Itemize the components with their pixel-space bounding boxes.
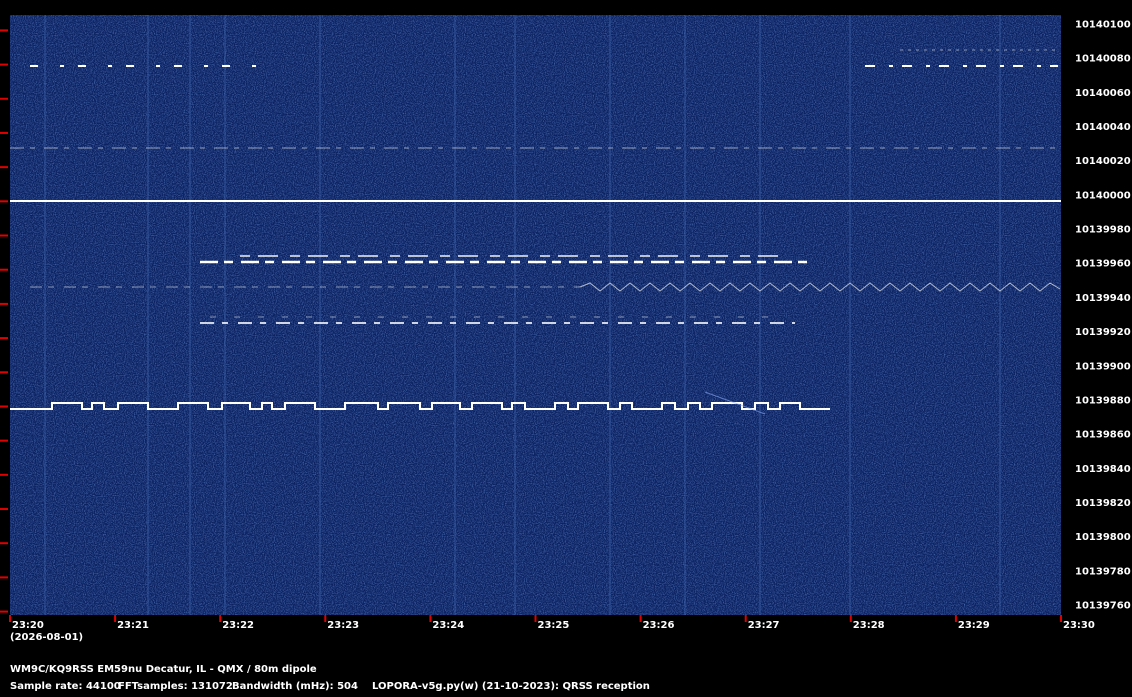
y-tick-label: 10139880	[1075, 395, 1131, 406]
x-tick-label: 23:25	[538, 620, 570, 631]
y-tick-label: 10139960	[1075, 259, 1131, 270]
x-tick-label: 23:28	[853, 620, 885, 631]
x-tick-label: 23:26	[643, 620, 675, 631]
y-tick-label: 10139840	[1075, 464, 1131, 475]
software: LOPORA-v5g.py(w) (21-10-2023): QRSS rece…	[372, 681, 650, 692]
x-tick-label: 23:23	[327, 620, 359, 631]
x-tick-label: 23:21	[117, 620, 149, 631]
y-tick-label: 10139860	[1075, 430, 1131, 441]
y-tick-label: 10139940	[1075, 293, 1131, 304]
y-tick-label: 10140040	[1075, 122, 1131, 133]
bandwidth: Bandwidth (mHz): 504	[232, 681, 358, 692]
y-tick-label: 10139820	[1075, 498, 1131, 509]
x-tick-label: 23:22	[222, 620, 254, 631]
y-tick-label: 10140060	[1075, 88, 1131, 99]
x-tick-label: 23:30	[1063, 620, 1095, 631]
x-tick-label: 23:20	[12, 620, 44, 631]
date-label: (2026-08-01)	[10, 632, 83, 643]
y-tick-label: 10140100	[1075, 19, 1131, 30]
y-tick-label: 10139760	[1075, 601, 1131, 612]
y-tick-label: 10140020	[1075, 156, 1131, 167]
station-info: WM9C/KQ9RSS EM59nu Decatur, IL - QMX / 8…	[10, 664, 317, 675]
x-tick-label: 23:27	[748, 620, 780, 631]
waterfall	[10, 15, 1061, 615]
x-tick-label: 23:29	[958, 620, 990, 631]
sample-rate: Sample rate: 44100	[10, 681, 121, 692]
y-tick-label: 10139780	[1075, 566, 1131, 577]
y-tick-label: 10139800	[1075, 532, 1131, 543]
x-tick-label: 23:24	[432, 620, 464, 631]
y-tick-label: 10140080	[1075, 54, 1131, 65]
y-tick-label: 10140000	[1075, 190, 1131, 201]
y-tick-label: 10139900	[1075, 361, 1131, 372]
y-tick-label: 10139920	[1075, 327, 1131, 338]
fft-samples: FFTsamples: 131072	[118, 681, 233, 692]
y-tick-label: 10139980	[1075, 225, 1131, 236]
